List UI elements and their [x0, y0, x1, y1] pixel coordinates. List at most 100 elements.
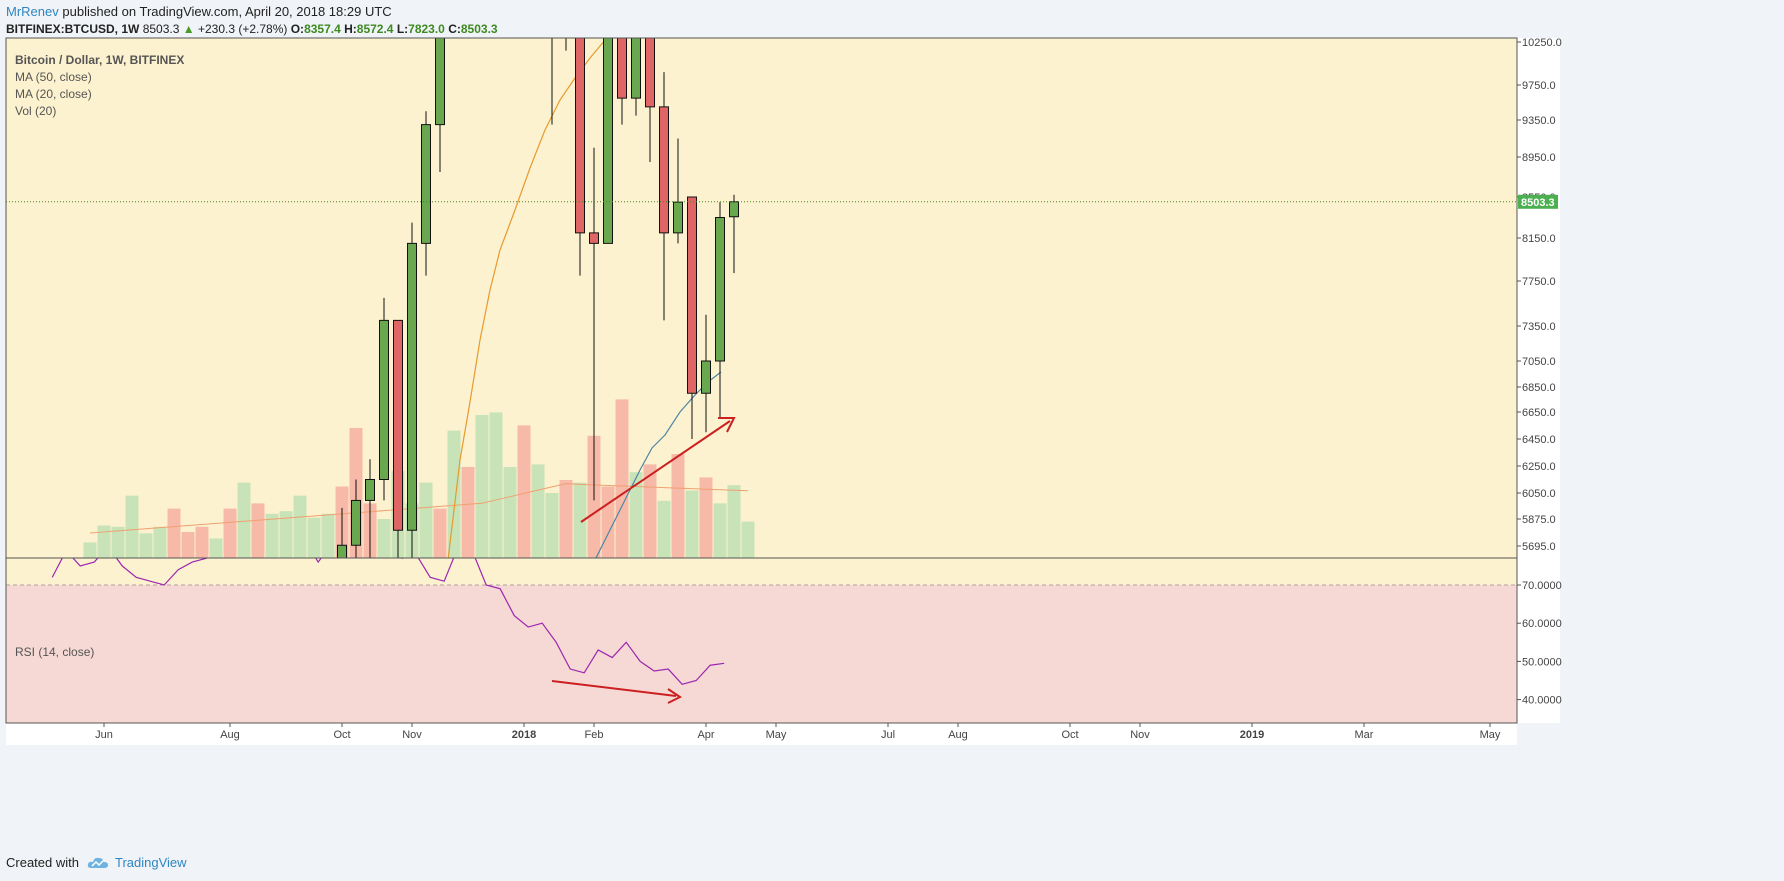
volume-bar [377, 519, 391, 558]
candle-down [589, 232, 599, 244]
rsi-tick-label: 70.0000 [1522, 580, 1562, 592]
time-tick-label: Jun [95, 729, 113, 741]
low-label: L: [396, 22, 409, 36]
time-tick-label: Aug [220, 729, 240, 741]
volume-bar [601, 486, 615, 558]
time-axis-bg [6, 723, 1517, 745]
volume-bar [223, 508, 237, 558]
chart-legend: Bitcoin / Dollar, 1W, BITFINEX MA (50, c… [15, 52, 184, 120]
candle-up [673, 201, 683, 234]
price-tick-label: 7750.0 [1522, 276, 1556, 288]
candle-down [393, 319, 403, 531]
low-value: 7823.0 [408, 22, 445, 36]
rsi-tick-label: 40.0000 [1522, 695, 1562, 707]
rsi-tick-label: 60.0000 [1522, 618, 1562, 630]
candle-up [379, 319, 389, 480]
volume-bar [83, 542, 97, 558]
volume-bar [307, 517, 321, 558]
publish-line: MrRenev published on TradingView.com, Ap… [6, 4, 392, 19]
trend-arrow-up [580, 420, 731, 523]
price-tick-label: 9350.0 [1522, 115, 1556, 127]
last-price: 8503.3 [142, 22, 180, 36]
price-tick-label: 6650.0 [1522, 407, 1556, 419]
time-tick-label: Mar [1355, 729, 1374, 741]
volume-bar [139, 533, 153, 558]
candle-down [645, 38, 655, 108]
candle-up [715, 217, 725, 362]
price-axis-bg [1517, 38, 1560, 723]
time-tick-label: 2018 [512, 729, 536, 741]
price-tick-label: 7350.0 [1522, 321, 1556, 333]
legend-ma20[interactable]: MA (20, close) [15, 87, 92, 101]
rsi-tick-label: 50.0000 [1522, 656, 1562, 668]
high-value: 8572.4 [356, 22, 394, 36]
price-tick-label: 6050.0 [1522, 488, 1556, 500]
price-tick-label: 5695.0 [1522, 541, 1556, 553]
volume-bar [447, 430, 461, 558]
candle-up [421, 124, 431, 244]
volume-bar [97, 525, 111, 558]
time-tick-label: May [1480, 729, 1501, 741]
volume-bar [419, 482, 433, 558]
candle-up [337, 544, 347, 558]
price-tag [1518, 194, 1558, 209]
candle-up [365, 479, 375, 501]
candle-up [729, 201, 739, 218]
volume-bar [195, 526, 209, 558]
time-tick-label: Apr [697, 729, 714, 741]
tradingview-link[interactable]: TradingView [87, 855, 187, 870]
price-tick-label: 8150.0 [1522, 233, 1556, 245]
symbol-label: BITFINEX:BTCUSD, 1W [6, 22, 140, 36]
publish-info: published on TradingView.com, April 20, … [62, 4, 392, 19]
open-label: O: [290, 22, 305, 36]
volume-bar [293, 495, 307, 558]
volume-bar [251, 503, 265, 558]
price-tick-label: 6850.0 [1522, 382, 1556, 394]
legend-ma50[interactable]: MA (50, close) [15, 70, 92, 84]
close-label: C: [448, 22, 461, 36]
price-tick-label: 6450.0 [1522, 434, 1556, 446]
volume-bar [531, 464, 545, 558]
legend-volume[interactable]: Vol (20) [15, 104, 57, 118]
volume-bar [503, 467, 517, 558]
price-tick-label: 8950.0 [1522, 152, 1556, 164]
rsi-line [51, 558, 725, 685]
volume-bar [545, 493, 559, 558]
close-value: 8503.3 [460, 22, 498, 36]
volume-bar [111, 526, 125, 558]
volume-bar [727, 485, 741, 558]
candle-up [631, 38, 641, 99]
volume-bar [713, 503, 727, 558]
author-link[interactable]: MrRenev [6, 4, 59, 19]
created-with-label: Created with [6, 855, 79, 870]
rsi-band [6, 585, 1517, 723]
volume-bar [237, 482, 251, 558]
price-tick-label: 9750.0 [1522, 80, 1556, 92]
volume-bar [279, 511, 293, 558]
high-label: H: [344, 22, 357, 36]
legend-title: Bitcoin / Dollar, 1W, BITFINEX [15, 53, 185, 67]
price-tick-label: 5875.0 [1522, 514, 1556, 526]
time-tick-label: Oct [333, 729, 350, 741]
price-tick-label: 6250.0 [1522, 461, 1556, 473]
price-tick-label: 10250.0 [1522, 37, 1562, 49]
footer: Created with TradingView [6, 855, 187, 870]
volume-bar [475, 415, 489, 558]
volume-bar [321, 513, 335, 558]
volume-bar [573, 482, 587, 558]
volume-bar [517, 425, 531, 558]
time-tick-label: Jul [881, 729, 895, 741]
rsi-legend[interactable]: RSI (14, close) [15, 645, 95, 659]
arrow-head [718, 417, 736, 433]
candle-up [435, 38, 445, 126]
ohlc-line: BITFINEX:BTCUSD, 1W 8503.3 ▲ +230.3 (+2.… [6, 22, 498, 36]
up-triangle-icon: ▲ [182, 22, 195, 36]
volume-bar [643, 464, 657, 558]
volume-bar [741, 521, 755, 558]
candle-down [617, 38, 627, 99]
brand-label: TradingView [114, 855, 187, 870]
cloud-icon [87, 857, 108, 868]
candle-down [659, 106, 669, 234]
candle-up [407, 242, 417, 531]
